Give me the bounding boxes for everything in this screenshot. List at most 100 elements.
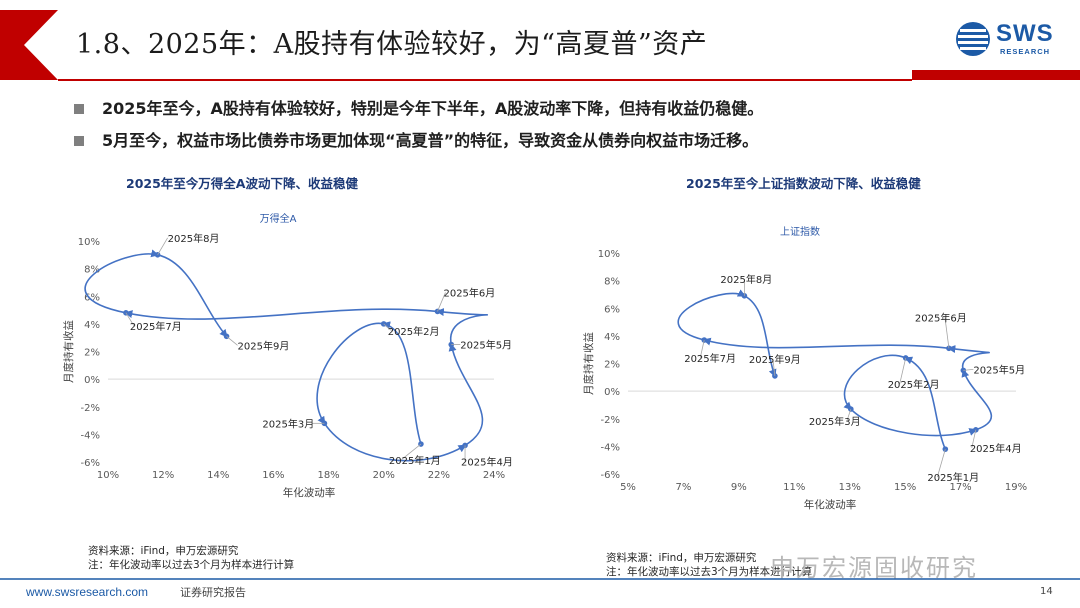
y-tick-label: 2% bbox=[604, 360, 620, 371]
point-label: 2025年1月 bbox=[927, 471, 979, 484]
y-tick-label: 4% bbox=[604, 332, 620, 343]
source-line: 资料来源：iFind，申万宏源研究 bbox=[606, 552, 757, 564]
left-source-note: 资料来源：iFind，申万宏源研究 注：年化波动率以过去3个月为样本进行计算 bbox=[88, 544, 294, 572]
bullet-item: 2025年至今，A股持有体验较好，特别是今年下半年，A股波动率下降，但持有收益仍… bbox=[74, 98, 1014, 130]
x-tick-label: 18% bbox=[317, 470, 339, 481]
label-leader-line bbox=[963, 369, 974, 371]
data-point bbox=[321, 420, 328, 427]
point-label: 2025年6月 bbox=[443, 286, 495, 299]
y-tick-label: 6% bbox=[84, 292, 100, 303]
point-label: 2025年5月 bbox=[973, 363, 1025, 376]
y-tick-label: -2% bbox=[601, 415, 620, 426]
logo-subtext: RESEARCH bbox=[1000, 47, 1051, 56]
label-leader-line bbox=[437, 292, 446, 312]
footer-url-link[interactable]: www.swsresearch.com bbox=[26, 585, 149, 599]
x-tick-label: 10% bbox=[97, 470, 119, 481]
point-label: 2025年2月 bbox=[388, 325, 440, 338]
trajectory-segment bbox=[323, 422, 467, 462]
data-point bbox=[741, 293, 748, 299]
trajectory-segment bbox=[961, 368, 993, 431]
trajectory-segment bbox=[316, 322, 384, 425]
trajectory-segment bbox=[843, 354, 907, 411]
x-tick-label: 24% bbox=[483, 470, 505, 481]
y-tick-label: 10% bbox=[78, 237, 100, 248]
y-axis-title: 月度持有收益 bbox=[62, 320, 75, 383]
x-tick-label: 13% bbox=[839, 482, 861, 493]
x-tick-label: 17% bbox=[949, 482, 971, 493]
y-tick-label: 4% bbox=[84, 320, 100, 331]
footer-report-label: 证券研究报告 bbox=[180, 586, 246, 599]
point-label: 2025年8月 bbox=[168, 232, 220, 245]
x-tick-label: 16% bbox=[262, 470, 284, 481]
left-chart-title: 2025年至今万得全A波动下降、收益稳健 bbox=[126, 176, 358, 191]
page-title: 1.8、2025年：A股持有体验较好，为“高夏普”资产 bbox=[76, 29, 708, 60]
header-red-tab bbox=[912, 70, 1080, 80]
point-label: 2025年4月 bbox=[461, 455, 513, 468]
logo-text: SWS bbox=[996, 20, 1054, 47]
x-tick-label: 5% bbox=[620, 482, 636, 493]
point-label: 2025年2月 bbox=[888, 378, 940, 391]
label-leader-line bbox=[971, 429, 977, 448]
x-tick-label: 7% bbox=[675, 482, 691, 493]
bullet-text: 2025年至今，A股持有体验较好，特别是今年下半年，A股波动率下降，但持有收益仍… bbox=[102, 99, 764, 118]
x-tick-label: 22% bbox=[428, 470, 450, 481]
label-leader-line bbox=[125, 312, 135, 327]
label-leader-line bbox=[936, 449, 946, 478]
trajectory-segment bbox=[947, 345, 990, 371]
footer-divider bbox=[0, 578, 1080, 580]
trajectory-segment bbox=[124, 308, 438, 320]
y-tick-label: -4% bbox=[601, 442, 620, 453]
point-label: 2025年1月 bbox=[389, 454, 441, 467]
trajectory-segment bbox=[850, 408, 978, 437]
series-label: 万得全A bbox=[260, 212, 297, 225]
point-label: 2025年6月 bbox=[915, 311, 967, 324]
label-leader-line bbox=[383, 323, 392, 332]
y-tick-label: 0% bbox=[604, 387, 620, 398]
y-tick-label: 0% bbox=[84, 375, 100, 386]
trajectory-segment bbox=[744, 295, 777, 378]
y-tick-label: -4% bbox=[81, 430, 100, 441]
label-leader-line bbox=[157, 237, 168, 256]
x-tick-label: 9% bbox=[731, 482, 747, 493]
trajectory-segment bbox=[435, 308, 489, 345]
x-tick-label: 14% bbox=[207, 470, 229, 481]
data-point bbox=[434, 308, 441, 315]
trajectory-segment bbox=[677, 289, 746, 341]
page-number: 14 bbox=[1040, 586, 1053, 597]
y-tick-label: -6% bbox=[601, 470, 620, 481]
point-label: 2025年4月 bbox=[970, 442, 1022, 455]
data-point bbox=[946, 345, 952, 352]
point-label: 2025年8月 bbox=[720, 273, 772, 286]
label-leader-line bbox=[772, 358, 776, 376]
y-tick-label: -2% bbox=[81, 403, 100, 414]
x-axis-title: 年化波动率 bbox=[804, 498, 857, 511]
sws-logo: SWS RESEARCH bbox=[954, 20, 1060, 60]
series-label: 上证指数 bbox=[780, 225, 820, 238]
label-leader-line bbox=[944, 317, 950, 349]
header-red-chevron bbox=[0, 10, 58, 80]
footer-bar: www.swsresearch.com 证券研究报告 14 bbox=[0, 578, 1080, 608]
x-tick-label: 12% bbox=[152, 470, 174, 481]
data-point bbox=[123, 310, 129, 316]
y-tick-label: 2% bbox=[84, 348, 100, 359]
y-tick-label: 6% bbox=[604, 304, 620, 315]
header-bar: 1.8、2025年：A股持有体验较好，为“高夏普”资产 SWS RESEARCH bbox=[0, 0, 1080, 82]
data-point bbox=[772, 373, 778, 379]
y-tick-label: 8% bbox=[84, 265, 100, 276]
x-tick-label: 15% bbox=[894, 482, 916, 493]
watermark: 申万宏源固收研究 bbox=[770, 554, 978, 582]
right-source-note: 资料来源：iFind，申万宏源研究 注：年化波动率以过去3个月为样本进行计算 bbox=[606, 551, 812, 579]
y-tick-label: -6% bbox=[81, 458, 100, 469]
bullet-list: 2025年至今，A股持有体验较好，特别是今年下半年，A股波动率下降，但持有收益仍… bbox=[74, 98, 1014, 162]
trajectory-segment bbox=[448, 343, 484, 447]
source-line: 资料来源：iFind，申万宏源研究 bbox=[88, 545, 239, 557]
y-tick-label: 8% bbox=[604, 277, 620, 288]
note-line: 注：年化波动率以过去3个月为样本进行计算 bbox=[606, 566, 813, 578]
label-leader-line bbox=[226, 335, 238, 346]
point-label: 2025年3月 bbox=[809, 415, 861, 428]
right-chart-title: 2025年至今上证指数波动下降、收益稳健 bbox=[686, 176, 921, 191]
trajectory-segment bbox=[157, 254, 228, 338]
sws-globe-icon bbox=[956, 22, 990, 56]
